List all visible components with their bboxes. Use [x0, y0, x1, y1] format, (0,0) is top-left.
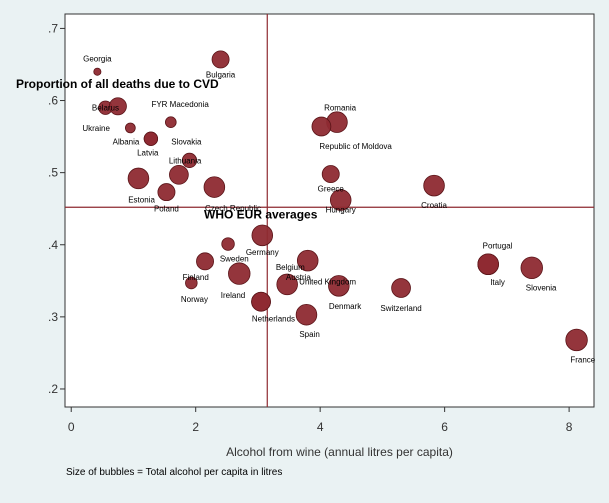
point-label-poland: Poland: [154, 205, 179, 214]
point-label-spain: Spain: [299, 330, 319, 339]
bubble-estonia: [127, 167, 150, 190]
bubble-netherlands: [251, 291, 271, 312]
point-label-lithuania: Lithuania: [169, 156, 202, 165]
point-label-albania: Albania: [113, 138, 140, 147]
bubble-poland: [157, 183, 176, 202]
point-label-austria: Austria: [286, 273, 311, 282]
point-labels: Georgia Bulgaria Belarus Ukraine FYR Macedon…: [82, 55, 595, 365]
point-label-croatia: Croatia: [421, 201, 447, 210]
bubble-italy: [477, 253, 499, 275]
bubble-france: [565, 328, 588, 352]
point-label-greece: Greece: [318, 185, 345, 194]
point-label-netherlands: Netherlands: [252, 314, 295, 323]
bubble-ireland: [228, 262, 251, 285]
x-axis-label: Alcohol from wine (annual litres per cap…: [226, 445, 453, 459]
size-note: Size of bubbles = Total alcohol per capi…: [66, 467, 282, 478]
point-label-latvia: Latvia: [137, 148, 159, 157]
y-axis-label: Proportion of all deaths due to CVD: [16, 77, 219, 91]
point-label-denmark: Denmark: [329, 302, 362, 311]
bubble-denmark: [328, 275, 350, 297]
point-label-portugal: Portugal: [483, 241, 513, 250]
point-label-italy: Italy: [490, 278, 505, 287]
point-label-hungary: Hungary: [326, 205, 356, 214]
point-label-ukraine: Ukraine: [82, 124, 110, 133]
x-tick-label-8: 8: [566, 420, 573, 434]
point-label-bulgaria: Bulgaria: [206, 71, 236, 80]
bubble-latvia: [143, 131, 159, 146]
bubble-germany: [251, 224, 274, 247]
bubble-republic-of-moldova: [311, 116, 332, 137]
bubble-lithuania: [169, 164, 189, 185]
bubble-czech-republic: [203, 176, 226, 198]
y-tick-label-0.2: .2: [48, 382, 58, 396]
point-label-romania: Romania: [324, 104, 357, 113]
y-tick-label-0.3: .3: [48, 310, 58, 324]
bubble-switzerland: [391, 278, 411, 298]
bubble-fyr-macedonia: [165, 116, 177, 128]
axes: 0 2 4 6 8 .2 .3 .4 .5 .6 .7: [48, 21, 573, 434]
point-label-united-kingdom: United Kingdom: [299, 278, 356, 287]
point-label-slovenia: Slovenia: [526, 283, 557, 292]
bubble-austria: [296, 249, 319, 272]
point-label-norway: Norway: [181, 295, 208, 304]
y-tick-label-0.6: .6: [48, 94, 58, 108]
point-label-sweden: Sweden: [220, 254, 249, 263]
point-label-georgia: Georgia: [83, 55, 112, 64]
point-label-belarus: Belarus: [92, 104, 119, 113]
point-label-republic-of-moldova: Republic of Moldova: [319, 142, 392, 151]
bubble-georgia: [93, 67, 102, 76]
bubble-hungary: [329, 189, 352, 211]
bubble-finland: [196, 252, 214, 271]
bubble-unlabeled-3: [108, 97, 127, 116]
y-tick-label-0.5: .5: [48, 166, 58, 180]
y-tick-label-0.7: .7: [48, 21, 58, 35]
point-label-fyr-macedonia: FYR Macedonia: [151, 100, 209, 109]
x-tick-label-2: 2: [192, 420, 199, 434]
point-label-estonia: Estonia: [128, 195, 155, 204]
plot-area: [64, 13, 595, 408]
bubble-croatia: [423, 174, 445, 197]
x-tick-label-0: 0: [68, 420, 75, 434]
x-tick-label-4: 4: [317, 420, 324, 434]
bubble-greece: [321, 165, 340, 184]
y-tick-label-0.4: .4: [48, 238, 58, 252]
point-label-belgium: Belgium: [276, 263, 305, 272]
point-label-czech-republic: Czech Republic: [205, 204, 261, 213]
point-label-germany: Germany: [246, 248, 279, 257]
point-label-france: France: [570, 355, 595, 364]
bubble-spain: [295, 303, 318, 326]
bubble-norway: [185, 276, 198, 290]
point-label-ireland: Ireland: [221, 291, 245, 300]
bubble-sweden: [221, 237, 235, 251]
point-label-finland: Finland: [183, 273, 209, 282]
x-tick-label-6: 6: [441, 420, 448, 434]
reference-label: WHO EUR averages: [204, 207, 318, 221]
point-label-switzerland: Switzerland: [380, 304, 421, 313]
bubble-bulgaria: [211, 50, 230, 69]
reference-lines: [65, 14, 594, 407]
bubble-slovenia: [520, 256, 543, 280]
bubble-slovakia: [181, 152, 198, 168]
bubble-belgium: [276, 273, 298, 296]
point-label-slovakia: Slovakia: [171, 138, 202, 147]
bubble-ukraine: [124, 122, 136, 134]
bubbles: [93, 50, 588, 352]
